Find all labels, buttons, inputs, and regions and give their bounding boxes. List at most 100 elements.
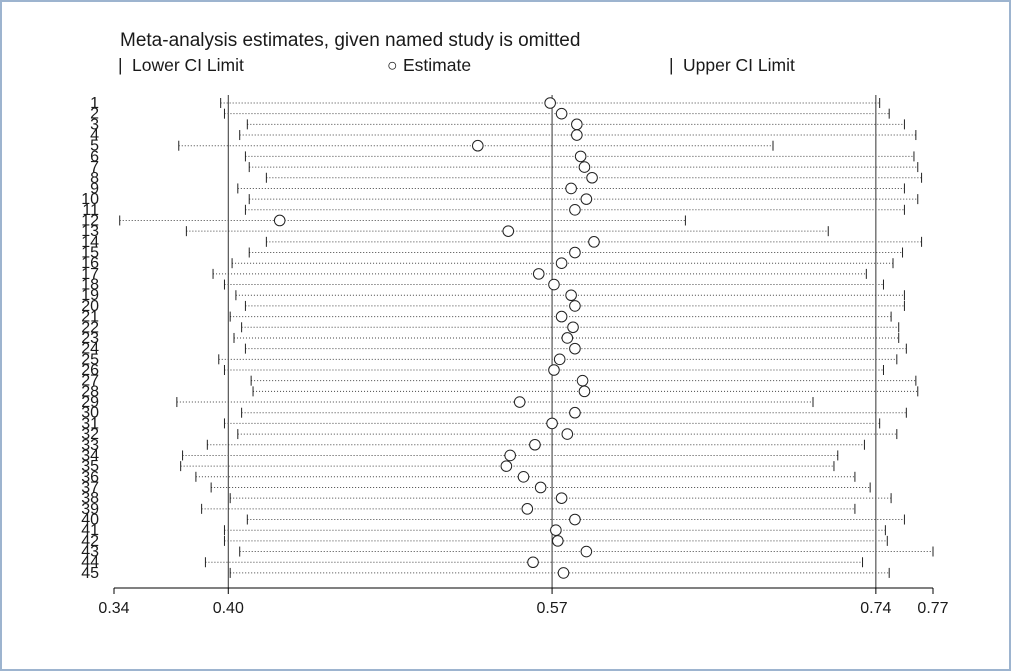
- estimate-point: [548, 278, 560, 291]
- estimate-point: [517, 471, 530, 483]
- study-label: 3: [90, 116, 99, 133]
- study-label: 18: [81, 277, 99, 294]
- study-label: 26: [81, 362, 99, 379]
- study-label: 25: [81, 351, 99, 368]
- legend-upper-symbol: |: [669, 55, 674, 75]
- estimate-point: [569, 342, 581, 355]
- study-row: [244, 204, 905, 216]
- study-row: [180, 460, 835, 472]
- study-row: [220, 97, 881, 109]
- study-row: [223, 417, 881, 430]
- study-label: 21: [81, 309, 99, 326]
- study-label: 8: [90, 170, 99, 187]
- estimate-point: [532, 268, 545, 280]
- estimate-point: [471, 139, 484, 152]
- study-row: [185, 225, 829, 237]
- estimate-point: [555, 107, 568, 120]
- estimate-point: [555, 492, 568, 504]
- estimate-point: [569, 513, 581, 526]
- legend-estimate-symbol: ○: [387, 55, 398, 75]
- x-axis: 0.34 0.40 0.57 0.74 0.77: [98, 587, 949, 617]
- estimate-point: [521, 503, 534, 515]
- study-row: [176, 396, 814, 408]
- estimate-point: [273, 214, 286, 227]
- study-label: 13: [81, 223, 99, 240]
- study-label: 7: [90, 159, 99, 176]
- study-label: 22: [81, 319, 99, 336]
- study-row: [229, 567, 890, 579]
- estimate-point: [557, 567, 570, 579]
- study-rows: [119, 97, 934, 579]
- study-label: 33: [81, 437, 99, 454]
- study-row: [223, 535, 888, 547]
- study-row: [265, 236, 923, 248]
- study-label: 27: [81, 373, 99, 390]
- study-row: [241, 406, 907, 419]
- study-label: 16: [81, 255, 99, 272]
- estimate-point: [561, 332, 574, 344]
- estimate-point: [550, 524, 562, 537]
- study-row: [265, 171, 923, 184]
- study-label: 38: [81, 490, 99, 507]
- estimate-point: [529, 438, 541, 451]
- estimate-point: [561, 428, 574, 440]
- study-label: 42: [81, 533, 99, 550]
- study-label: 2: [90, 106, 99, 123]
- study-row: [223, 107, 890, 120]
- estimate-point: [578, 161, 591, 173]
- study-row: [231, 257, 894, 270]
- study-row: [223, 278, 884, 291]
- estimate-point: [574, 150, 587, 163]
- study-row: [248, 246, 904, 259]
- study-label: 10: [81, 191, 99, 208]
- x-tick-label: 0.77: [917, 600, 948, 617]
- chart-title: Meta-analysis estimates, given named stu…: [120, 30, 580, 51]
- study-row: [235, 289, 905, 302]
- study-row: [239, 545, 934, 558]
- study-label: 17: [81, 266, 99, 283]
- study-row: [178, 139, 774, 152]
- study-label: 5: [90, 138, 99, 155]
- study-label: 37: [81, 479, 99, 496]
- study-label: 45: [81, 565, 99, 582]
- estimate-point: [569, 300, 581, 312]
- study-label: 6: [90, 148, 99, 165]
- study-label: 1: [90, 95, 99, 112]
- estimate-point: [578, 385, 591, 398]
- study-row: [223, 524, 886, 537]
- legend-estimate-label: Estimate: [403, 55, 471, 75]
- estimate-point: [555, 257, 568, 270]
- estimate-point: [588, 236, 600, 248]
- study-label: 35: [81, 458, 99, 475]
- study-label: 31: [81, 415, 99, 432]
- study-row: [246, 513, 905, 526]
- study-label: 39: [81, 501, 99, 518]
- study-row: [246, 118, 905, 131]
- estimate-point: [513, 396, 526, 408]
- study-label: 15: [81, 245, 99, 262]
- study-label: 12: [81, 212, 99, 229]
- study-row: [229, 492, 892, 504]
- study-row: [182, 449, 839, 462]
- estimate-point: [546, 417, 558, 430]
- study-row: [244, 342, 907, 355]
- legend-lower-symbol: |: [118, 55, 123, 75]
- study-row: [244, 150, 915, 163]
- study-row: [210, 481, 871, 494]
- study-label: 11: [82, 202, 99, 219]
- estimate-point: [569, 246, 581, 259]
- study-row: [229, 310, 892, 323]
- estimate-point: [500, 460, 513, 472]
- study-row: [223, 364, 884, 376]
- estimate-point: [565, 289, 577, 302]
- estimate-point: [569, 204, 581, 216]
- estimate-point: [544, 97, 556, 109]
- study-label: 29: [81, 394, 99, 411]
- estimate-point: [548, 364, 560, 376]
- estimate-point: [565, 182, 577, 195]
- x-tick-label: 0.57: [536, 600, 567, 617]
- estimate-point: [576, 374, 589, 387]
- estimate-point: [534, 481, 547, 494]
- study-row: [248, 161, 919, 173]
